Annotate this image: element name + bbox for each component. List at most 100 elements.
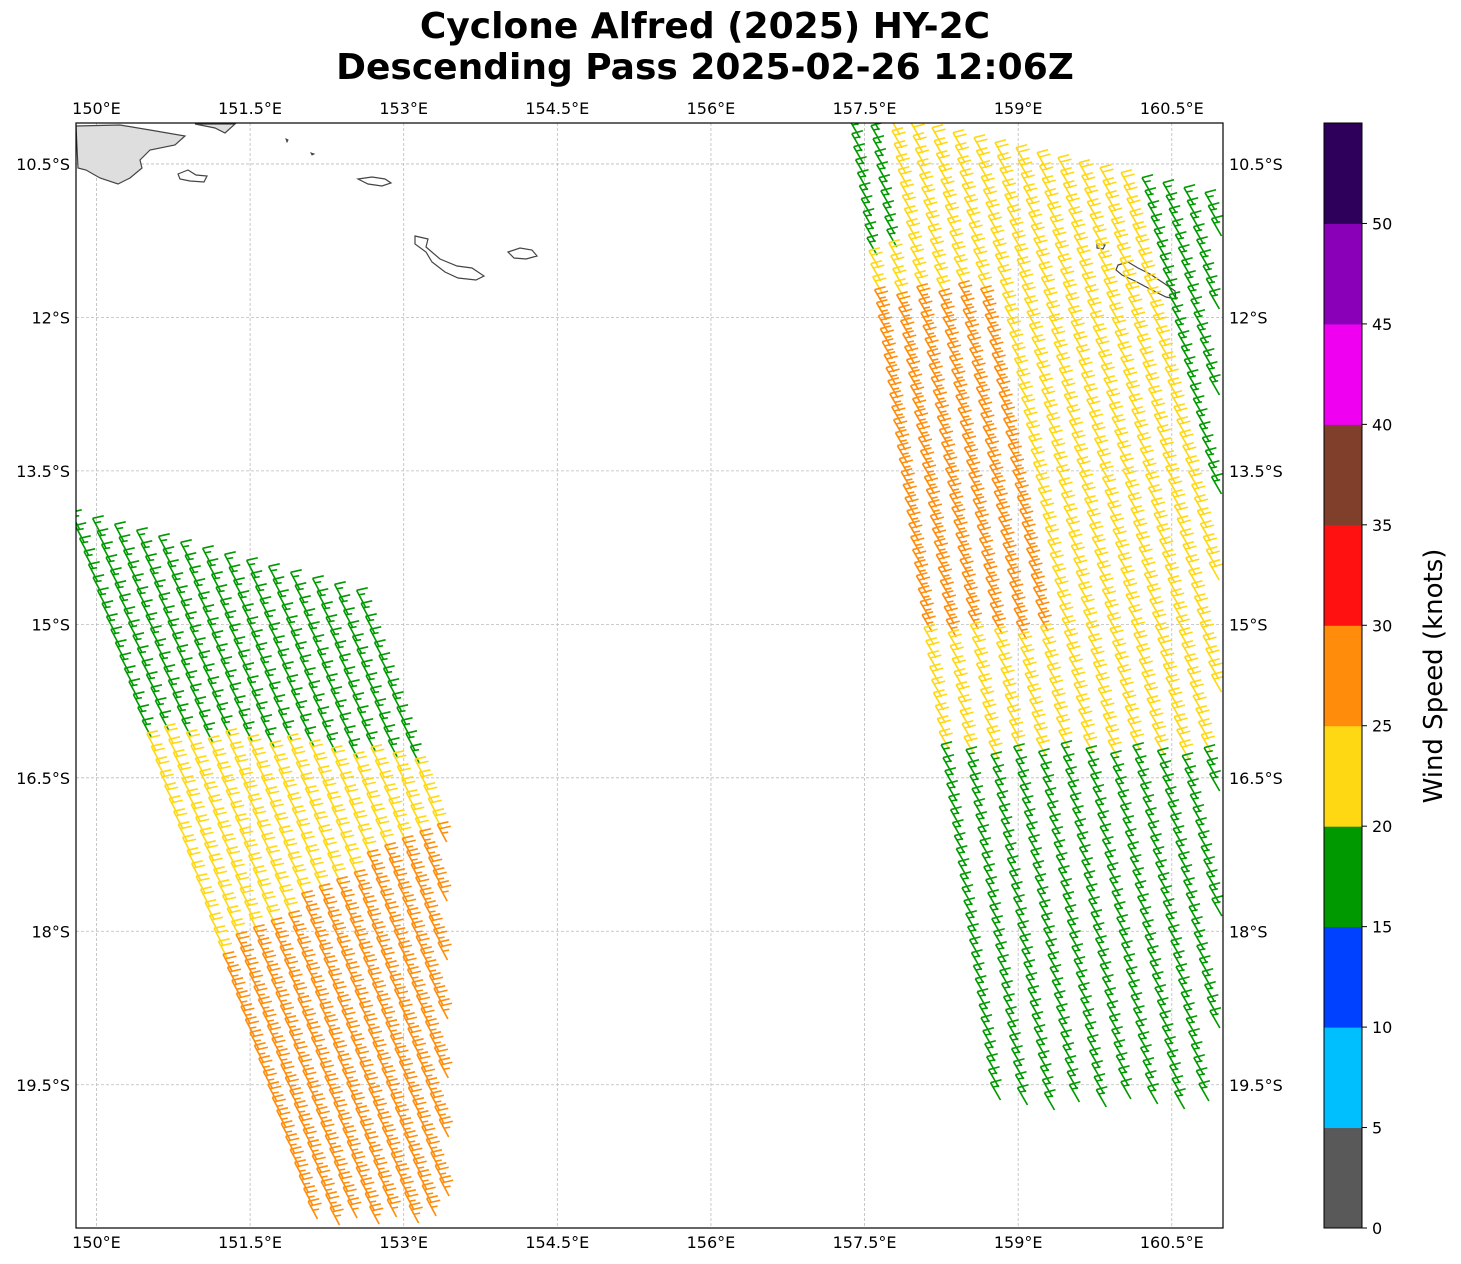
barb-half-flag — [342, 1004, 349, 1007]
barb-half-flag — [337, 645, 344, 649]
barb-flag — [182, 834, 194, 839]
barb-flag — [419, 1055, 431, 1060]
barb-flag — [335, 1103, 348, 1108]
barb-flag — [309, 1025, 321, 1030]
barb-flag — [346, 1020, 358, 1025]
wind-barb — [425, 1077, 440, 1099]
barb-flag — [257, 937, 270, 942]
title-line-1: Cyclone Alfred (2025) HY-2C — [419, 6, 991, 47]
barb-staff — [379, 772, 390, 792]
wind-barb — [260, 773, 275, 795]
barb-flag — [371, 921, 384, 926]
barb-flag — [291, 1032, 304, 1037]
barb-flag — [83, 548, 96, 553]
barb-flag — [428, 913, 441, 918]
barb-staff — [273, 696, 285, 716]
barb-flag — [358, 941, 371, 946]
barb-half-flag — [316, 1162, 324, 1165]
barb-flag — [381, 774, 394, 779]
barb-flag — [324, 782, 337, 787]
wind-barb — [298, 1172, 313, 1194]
barb-half-flag — [201, 714, 209, 718]
wind-barb — [349, 856, 364, 878]
barb-flag — [288, 969, 301, 974]
barb-half-flag — [169, 564, 177, 568]
barb-half-flag — [276, 1045, 283, 1048]
barb-flag — [267, 790, 280, 795]
barb-staff — [195, 816, 206, 836]
wind-barb — [357, 882, 373, 904]
barb-staff — [309, 859, 321, 879]
wind-barb — [285, 1133, 300, 1155]
barb-flag — [352, 978, 365, 983]
barb-half-flag — [328, 678, 336, 682]
barb-flag — [273, 635, 285, 640]
barb-flag — [294, 868, 307, 873]
wind-barb — [313, 752, 328, 774]
barb-flag — [399, 1058, 411, 1063]
barb-flag — [331, 1090, 343, 1095]
barb-flag — [287, 1019, 299, 1024]
barb-staff — [188, 567, 200, 587]
barb-flag — [347, 1138, 359, 1143]
barb-flag — [320, 769, 332, 774]
barb-flag — [229, 623, 241, 628]
barb-half-flag — [293, 692, 301, 696]
barb-staff — [361, 720, 373, 740]
barb-flag — [397, 763, 409, 768]
barb-staff — [201, 547, 213, 567]
wind-barb — [215, 584, 228, 606]
barb-flag — [341, 948, 353, 953]
wind-barb — [230, 859, 245, 881]
wind-barb — [283, 838, 298, 860]
barb-half-flag — [364, 1010, 371, 1013]
barb-flag — [425, 786, 438, 791]
barb-flag — [192, 746, 205, 751]
barb-staff — [251, 749, 263, 769]
barb-half-flag — [244, 608, 252, 612]
barb-staff — [369, 687, 381, 707]
wind-barb — [363, 1013, 378, 1035]
barb-flag — [171, 799, 183, 804]
barb-flag — [366, 1135, 379, 1140]
barb-flag — [345, 843, 357, 848]
barb-staff — [352, 753, 364, 773]
wind-barb — [313, 870, 329, 892]
barb-flag — [359, 1000, 371, 1005]
barb-staff — [220, 717, 232, 737]
barb-flag — [441, 1120, 453, 1125]
barb-flag — [300, 772, 313, 777]
barb-flag — [206, 558, 219, 563]
barb-staff — [207, 737, 219, 757]
barb-flag — [244, 957, 257, 962]
barb-half-flag — [336, 586, 344, 590]
barb-flag — [157, 760, 170, 765]
wind-barb — [313, 811, 328, 833]
barb-staff — [177, 823, 189, 843]
barb-flag — [326, 959, 338, 964]
wind-barb — [291, 746, 306, 768]
wind-barb — [427, 795, 442, 817]
barb-flag — [369, 912, 382, 917]
barb-flag — [304, 1012, 317, 1017]
barb-half-flag — [258, 1052, 266, 1055]
wind-barb — [278, 884, 294, 906]
barb-half-flag — [347, 1194, 355, 1197]
barb-flag — [294, 582, 307, 587]
wind-barb — [154, 697, 167, 719]
barb-half-flag — [404, 1127, 411, 1130]
wind-barb — [318, 824, 333, 846]
barb-half-flag — [175, 695, 182, 699]
wind-barb — [230, 800, 245, 822]
barb-half-flag — [289, 966, 296, 969]
barb-flag — [388, 737, 400, 742]
barb-staff — [283, 899, 295, 919]
wind-barb — [366, 849, 381, 871]
barb-flag — [412, 1097, 425, 1102]
wind-barb — [164, 782, 179, 804]
wind-barb — [207, 676, 220, 698]
barb-flag — [211, 571, 223, 576]
wind-barb — [342, 1184, 357, 1206]
wind-barb — [253, 1042, 269, 1064]
barb-half-flag — [240, 595, 247, 599]
